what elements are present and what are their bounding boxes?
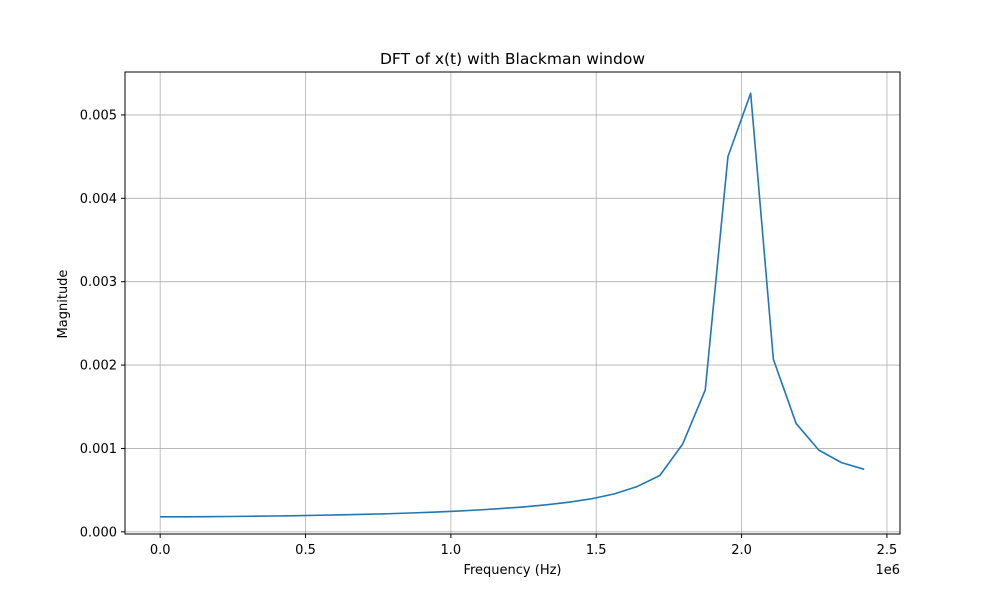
x-axis-label: Frequency (Hz) bbox=[463, 563, 561, 578]
x-tick-label: 2.0 bbox=[731, 543, 752, 558]
y-tick-label: 0.002 bbox=[80, 359, 117, 374]
x-offset-label: 1e6 bbox=[875, 563, 900, 578]
x-tick-label: 0.5 bbox=[295, 543, 316, 558]
grid bbox=[125, 72, 900, 534]
y-tick-label: 0.001 bbox=[80, 442, 117, 457]
chart-title: DFT of x(t) with Blackman window bbox=[380, 50, 645, 68]
y-axis-label: Magnitude bbox=[56, 270, 71, 339]
y-tick-label: 0.004 bbox=[80, 192, 117, 207]
x-tick-label: 2.5 bbox=[877, 543, 898, 558]
y-tick-label: 0.003 bbox=[80, 275, 117, 290]
x-tick-label: 1.0 bbox=[441, 543, 462, 558]
x-tick-label: 1.5 bbox=[586, 543, 607, 558]
y-tick-label: 0.005 bbox=[80, 108, 117, 123]
series-line bbox=[160, 92, 865, 518]
x-tick-label: 0.0 bbox=[150, 543, 171, 558]
plot-frame bbox=[124, 71, 901, 535]
ticks: 0.0 0.5 1.0 1.5 2.0 2.5 0.000 0.001 0.002 0.003 0.… bbox=[80, 108, 897, 558]
y-tick-label: 0.000 bbox=[80, 525, 117, 540]
series-layer bbox=[160, 92, 865, 518]
